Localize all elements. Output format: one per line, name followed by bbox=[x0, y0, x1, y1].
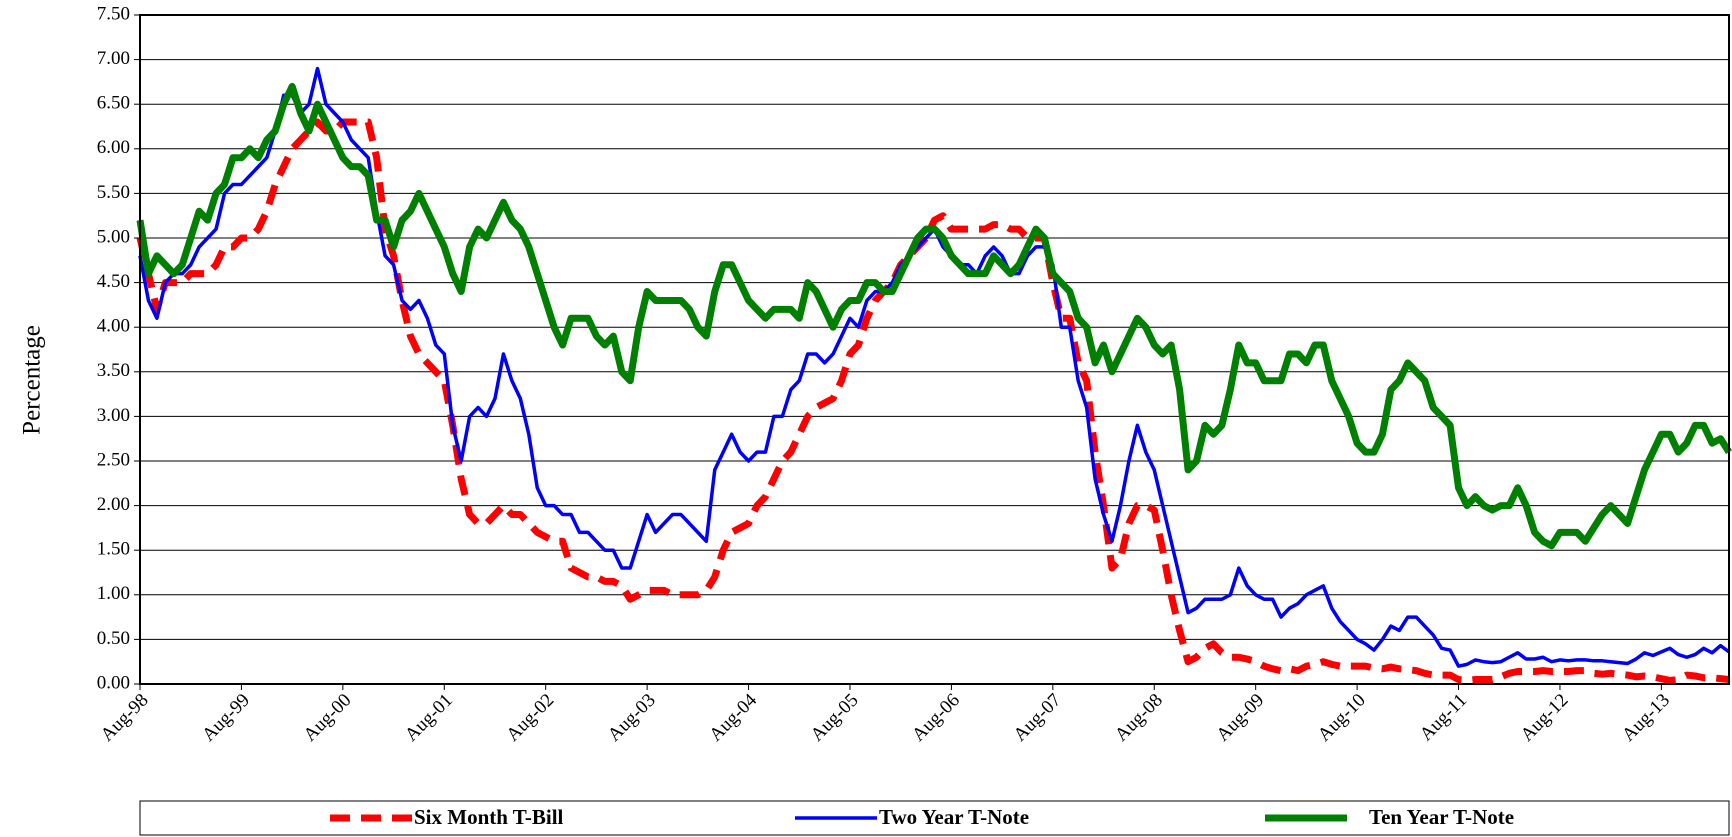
y-tick-label: 5.00 bbox=[97, 226, 130, 247]
y-tick-label: 4.50 bbox=[97, 271, 130, 292]
y-tick-label: 6.00 bbox=[97, 137, 130, 158]
y-tick-label: 6.50 bbox=[97, 93, 130, 114]
x-tick-label: Aug-01 bbox=[401, 690, 457, 746]
x-tick-label: Aug-03 bbox=[604, 690, 660, 746]
x-tick-label: Aug-08 bbox=[1111, 690, 1167, 746]
x-tick-label: Aug-13 bbox=[1618, 690, 1674, 746]
legend-label: Two Year T-Note bbox=[879, 805, 1029, 829]
x-tick-label: Aug-00 bbox=[300, 690, 356, 746]
x-tick-label: Aug-10 bbox=[1314, 690, 1370, 746]
plot-frame bbox=[139, 14, 1730, 685]
y-tick-label: 3.50 bbox=[97, 360, 130, 381]
legend-label: Six Month T-Bill bbox=[414, 805, 564, 829]
x-tick-label: Aug-11 bbox=[1416, 690, 1471, 745]
y-tick-label: 1.50 bbox=[97, 539, 130, 560]
x-tick-label: Aug-09 bbox=[1212, 690, 1268, 746]
y-tick-label: 4.00 bbox=[97, 316, 130, 337]
x-tick-label: Aug-06 bbox=[908, 690, 964, 746]
series-line bbox=[136, 82, 1732, 550]
y-tick-label: 0.50 bbox=[97, 628, 130, 649]
y-tick-label: 3.00 bbox=[97, 405, 130, 426]
y-tick-label: 7.00 bbox=[97, 48, 130, 69]
x-tick-label: Aug-99 bbox=[198, 690, 254, 746]
x-tick-label: Aug-02 bbox=[502, 690, 558, 746]
y-tick-label: 7.50 bbox=[97, 3, 130, 24]
x-tick-label: Aug-98 bbox=[97, 690, 153, 746]
x-tick-label: Aug-12 bbox=[1517, 690, 1573, 746]
y-tick-label: 2.50 bbox=[97, 449, 130, 470]
legend-label: Ten Year T-Note bbox=[1369, 805, 1514, 829]
x-tick-label: Aug-05 bbox=[807, 690, 863, 746]
x-tick-label: Aug-04 bbox=[705, 689, 761, 745]
series-line bbox=[136, 118, 1730, 684]
y-axis-title: Percentage bbox=[19, 325, 46, 435]
x-tick-label: Aug-07 bbox=[1010, 690, 1066, 746]
y-tick-label: 2.00 bbox=[97, 494, 130, 515]
y-tick-label: 0.00 bbox=[97, 672, 130, 693]
y-tick-label: 5.50 bbox=[97, 182, 130, 203]
y-tick-label: 1.00 bbox=[97, 583, 130, 604]
